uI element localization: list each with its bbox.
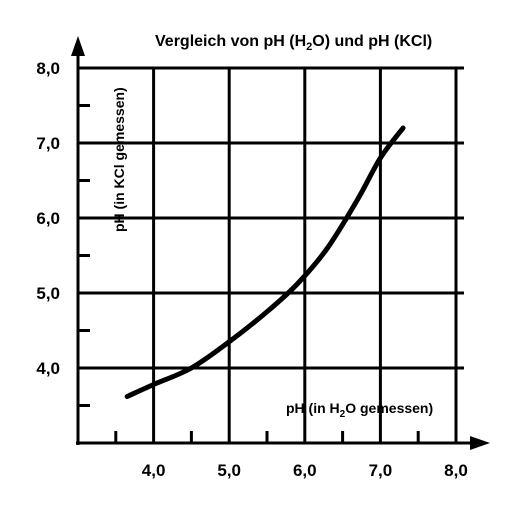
x-axis-arrow <box>470 436 490 450</box>
y-axis-arrow <box>71 36 85 56</box>
y-tick-label: 7,0 <box>36 134 60 153</box>
y-tick-label: 4,0 <box>36 359 60 378</box>
grid-layer <box>78 66 464 443</box>
x-tick-label: 5,0 <box>217 461 241 480</box>
series-curve <box>124 125 406 399</box>
y-tick-label: 5,0 <box>36 284 60 303</box>
tick-layer <box>78 104 420 443</box>
y-tick-label: 8,0 <box>36 59 60 78</box>
x-tick-label: 8,0 <box>444 461 468 480</box>
chart-title: Vergleich von pH (H2O) und pH (KCl) <box>155 33 432 53</box>
x-axis-title: pH (in H2O gemessen) <box>286 400 433 420</box>
axes-layer <box>71 36 490 450</box>
x-tick-label: 7,0 <box>369 461 393 480</box>
x-tick-label: 6,0 <box>293 461 317 480</box>
x-tick-label: 4,0 <box>142 461 166 480</box>
y-tick-label: 6,0 <box>36 209 60 228</box>
label-layer: 4,0 5,0 6,0 7,0 8,0 4,0 5,0 6,0 7,0 8,0 <box>36 59 467 480</box>
y-axis-title: pH (in KCl gemessen) <box>111 87 127 232</box>
